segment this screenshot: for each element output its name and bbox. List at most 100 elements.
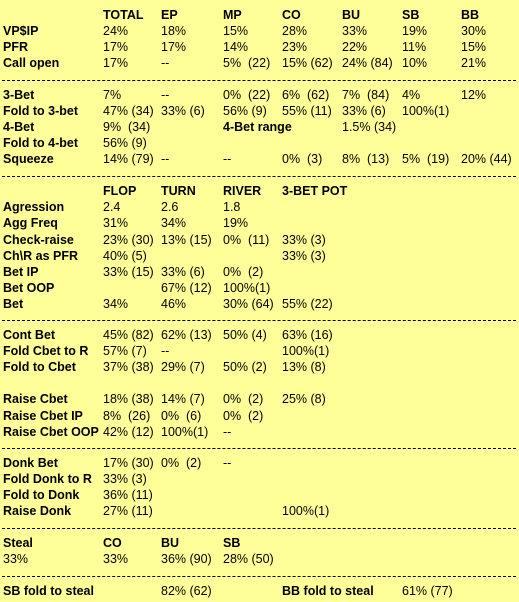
- stat-label: Raise Cbet OOP: [3, 424, 99, 439]
- column-header: 3-BET POT: [282, 184, 348, 198]
- stat-value: 14% (79): [103, 152, 154, 166]
- stat-value: 14%: [223, 40, 249, 54]
- stat-value: 36% (90): [161, 552, 212, 566]
- stat-label: Check-raise: [3, 232, 74, 247]
- stat-value: 4%: [402, 88, 421, 102]
- column-header: CO: [103, 536, 122, 550]
- stat-label: Fold to 4-bet: [3, 136, 78, 150]
- column-header: FLOP: [103, 184, 137, 198]
- stat-value: 33% (3): [282, 232, 326, 247]
- stat-value: 0% (11): [223, 232, 270, 247]
- stat-value: 100%(1): [402, 104, 450, 118]
- stat-value: 33% (15): [103, 265, 154, 279]
- stat-value: 33%: [342, 24, 368, 38]
- stat-value: 14% (7): [161, 392, 205, 407]
- stat-value: 33%: [103, 552, 129, 566]
- stat-value: 57% (7): [103, 344, 147, 359]
- stat-value: 0% (3): [282, 152, 323, 166]
- stat-value: 9% (34): [103, 120, 151, 134]
- stat-value: 56% (9): [103, 136, 147, 150]
- stat-value: 31%: [103, 216, 129, 231]
- stat-value: 34%: [161, 216, 187, 231]
- stat-value: 13% (8): [282, 360, 326, 375]
- column-header: 4-Bet range: [223, 120, 292, 134]
- stat-value: 28%: [282, 24, 308, 38]
- stat-value: 30% (64): [223, 297, 274, 312]
- stat-value: 15% (62): [282, 56, 333, 70]
- column-header: BU: [161, 536, 180, 550]
- stat-label: PFR: [3, 40, 28, 54]
- stat-value: 17%: [103, 56, 129, 70]
- stat-value: 63% (16): [282, 328, 333, 342]
- stat-value: 33% (3): [103, 472, 147, 486]
- stat-value: 47% (34): [103, 104, 154, 118]
- stat-label: Agression: [3, 200, 65, 215]
- stat-value: 55% (11): [282, 104, 332, 118]
- stat-label: 3-Bet: [3, 88, 35, 102]
- column-header: CO: [282, 8, 301, 22]
- column-header: BB: [461, 8, 480, 22]
- stat-value: 18%: [161, 24, 187, 38]
- stat-value: 34%: [103, 297, 129, 312]
- stat-value: --: [161, 88, 170, 102]
- stat-value: 33% (6): [342, 104, 386, 118]
- stat-value: 40% (5): [103, 248, 147, 263]
- stat-value: 0% (2): [223, 392, 264, 407]
- stat-value: 50% (4): [223, 328, 267, 342]
- stat-value: 19%: [223, 216, 249, 231]
- stat-value: 1.5% (34): [342, 120, 397, 134]
- stat-value: 33% (3): [282, 248, 326, 263]
- stat-value: 33% (6): [161, 265, 205, 279]
- stat-value: 13% (15): [161, 232, 212, 247]
- stat-value: 15%: [223, 24, 249, 38]
- stat-value: 36% (11): [103, 488, 153, 502]
- stat-value: 8% (26): [103, 408, 151, 423]
- stat-value: 17%: [161, 40, 187, 54]
- stat-value: 100%(1): [223, 281, 271, 296]
- stat-value: 1.8: [223, 200, 241, 215]
- stat-label: Fold to 3-bet: [3, 104, 78, 118]
- stat-label: Fold Cbet to R: [3, 344, 89, 359]
- stat-value: 8% (13): [342, 152, 390, 166]
- stat-label: Squeeze: [3, 152, 54, 166]
- stat-value: --: [223, 152, 232, 166]
- stat-value: 0% (6): [161, 408, 202, 423]
- stat-value: 17% (30): [103, 456, 154, 470]
- stat-value: 5% (22): [223, 56, 271, 70]
- column-header: SB: [223, 536, 241, 550]
- stat-label: Call open: [3, 56, 60, 70]
- stat-value: 29% (7): [161, 360, 205, 375]
- stat-value: 2.6: [161, 200, 179, 215]
- stat-label: Ch\R as PFR: [3, 248, 79, 263]
- stat-value: 55% (22): [282, 297, 333, 312]
- stat-value: 0% (2): [223, 265, 264, 279]
- stat-value: --: [223, 424, 232, 439]
- column-header: MP: [223, 8, 242, 22]
- section-divider: [2, 576, 516, 577]
- stat-value: 12%: [461, 88, 487, 102]
- stat-value: 56% (9): [223, 104, 267, 118]
- column-header: SB: [402, 8, 420, 22]
- stat-value: 37% (38): [103, 360, 154, 375]
- stat-value: --: [161, 56, 170, 70]
- stat-value: 19%: [402, 24, 428, 38]
- stat-label: 33%: [3, 552, 29, 566]
- stat-value: 17%: [103, 40, 129, 54]
- stat-value: 42% (12): [103, 424, 154, 439]
- stat-label: Raise Donk: [3, 504, 72, 518]
- stat-label: Raise Cbet IP: [3, 408, 83, 423]
- stat-label: Donk Bet: [3, 456, 58, 470]
- stat-value: 15%: [461, 40, 487, 54]
- stat-value: 6% (62): [282, 88, 330, 102]
- column-header: TURN: [161, 184, 196, 198]
- stat-value: 62% (13): [161, 328, 212, 342]
- stat-value: 0% (2): [223, 408, 264, 423]
- stat-value: 46%: [161, 297, 187, 312]
- column-header: TOTAL: [103, 8, 144, 22]
- stat-value: 25% (8): [282, 392, 326, 407]
- stat-label: Fold to Donk: [3, 488, 80, 502]
- stat-value: 100%(1): [282, 344, 330, 359]
- stat-label: Raise Cbet: [3, 392, 68, 407]
- section-divider: [2, 320, 516, 321]
